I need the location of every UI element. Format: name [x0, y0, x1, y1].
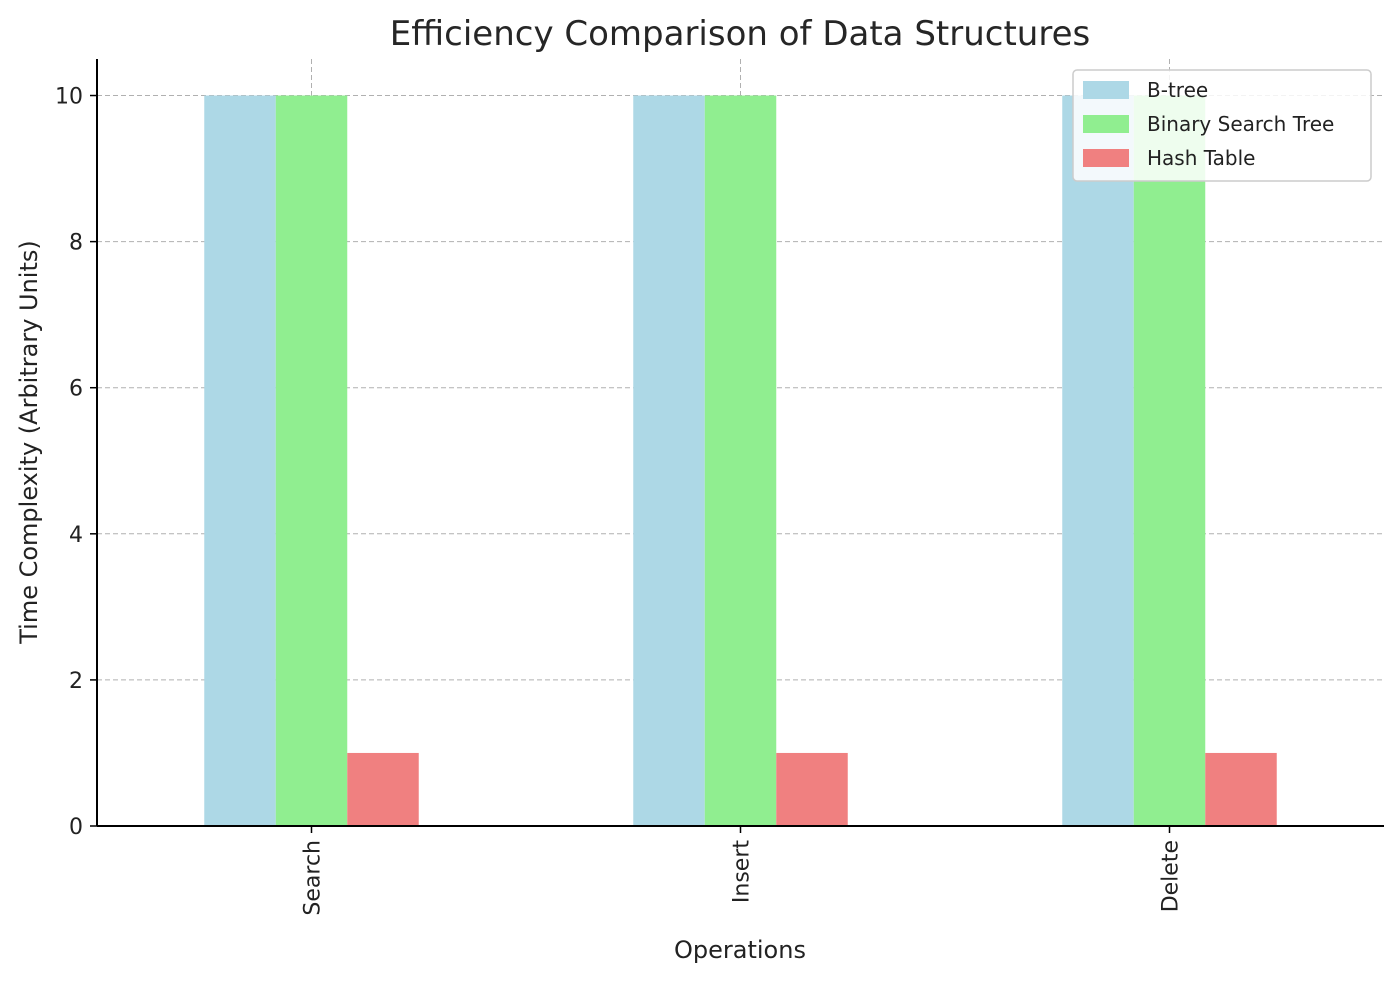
ticks: 0 2 4 6 8 10 Search Insert Delete: [55, 85, 1184, 916]
x-tick-label: Search: [301, 840, 326, 916]
legend-label: Binary Search Tree: [1147, 112, 1334, 136]
y-tick-label: 2: [69, 669, 83, 694]
y-tick-label: 8: [69, 231, 83, 256]
legend-label: Hash Table: [1147, 146, 1255, 170]
chart-title: Efficiency Comparison of Data Structures: [390, 14, 1090, 54]
bar-hash-table-delete: [1205, 752, 1277, 826]
legend-swatch: [1083, 115, 1129, 133]
bar-hash-table-search: [347, 752, 419, 826]
x-tick-label: Insert: [730, 840, 755, 903]
bar-binary-search-tree-delete: [1133, 95, 1206, 827]
bar-b-tree-search: [204, 95, 276, 827]
legend-label: B-tree: [1147, 78, 1208, 102]
legend-box: [1072, 69, 1372, 182]
bar-binary-search-tree-insert: [704, 95, 777, 827]
legend: B-tree Binary Search Tree Hash Table: [1072, 69, 1372, 182]
x-axis-title: Operations: [674, 936, 806, 964]
bar-b-tree-delete: [1062, 95, 1134, 827]
bar-hash-table-insert: [776, 752, 848, 826]
legend-swatch: [1083, 81, 1129, 99]
legend-swatch: [1083, 149, 1129, 167]
y-tick-label: 4: [69, 523, 83, 548]
bar-binary-search-tree-search: [275, 95, 348, 827]
y-axis-title: Time Complexity (Arbitrary Units): [15, 240, 43, 645]
bar-b-tree-insert: [633, 95, 705, 827]
y-tick-label: 0: [69, 815, 83, 840]
bars: [204, 95, 1277, 827]
y-tick-label: 6: [69, 377, 83, 402]
y-tick-label: 10: [55, 85, 83, 110]
x-tick-label: Delete: [1159, 840, 1184, 912]
